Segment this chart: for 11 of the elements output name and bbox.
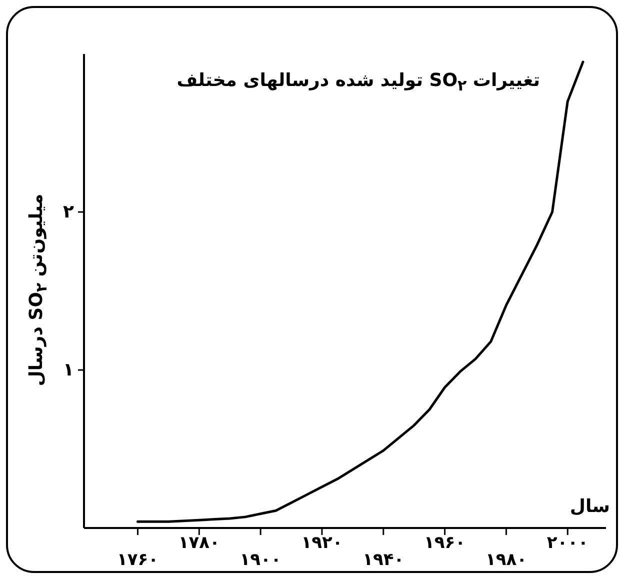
x-tick-label: ۱۹۲۰ — [301, 533, 343, 553]
x-tick-label: ۱۷۸۰ — [178, 533, 220, 553]
x-tick-label: ۲۰۰۰ — [546, 533, 588, 553]
y-tick-label: ۲ — [63, 202, 74, 222]
x-axis-title: سال — [568, 496, 610, 517]
x-tick-label: ۱۹۰۰ — [240, 550, 282, 570]
x-tick-label: ۱۹۶۰ — [424, 533, 466, 553]
y-tick-label: ۱ — [63, 360, 74, 380]
x-tick-label: ۱۷۶۰ — [116, 550, 158, 570]
x-tick-label: ۱۹۸۰ — [485, 550, 527, 570]
x-tick-label: ۱۹۴۰ — [362, 550, 404, 570]
